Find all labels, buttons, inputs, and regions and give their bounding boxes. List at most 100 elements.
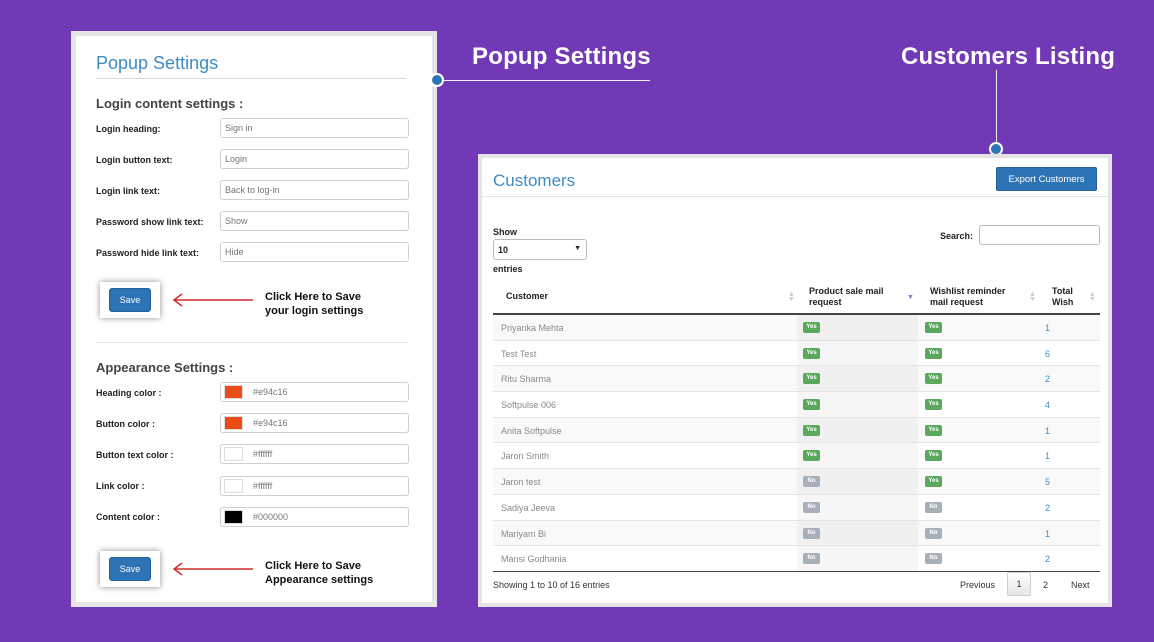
login-save-button[interactable]: Save xyxy=(109,288,151,312)
login-save-hint-line1: Click Here to Save xyxy=(265,291,361,303)
customers-listing-callout: Customers Listing xyxy=(901,43,1116,70)
password-hide-text-input[interactable] xyxy=(220,242,409,262)
appearance-save-hint: Click Here to Save Appearance settings xyxy=(265,559,373,587)
link-color-value: #ffffff xyxy=(253,481,273,491)
password-show-text-input[interactable] xyxy=(220,211,409,231)
sort-icon[interactable]: ▲ ▼ xyxy=(1089,291,1096,303)
total-wish-link[interactable]: 1 xyxy=(1045,425,1051,436)
password-hide-text-label: Password hide link text: xyxy=(96,248,200,258)
button-color-value: #e94c16 xyxy=(253,418,288,428)
login-button-text-input[interactable] xyxy=(220,149,409,169)
entries-per-page-select[interactable]: 10 ▼ xyxy=(493,239,587,260)
entries-label: entries xyxy=(493,264,523,274)
product-sale-header-line1: Product sale mail xyxy=(809,286,884,296)
total-wish-link[interactable]: 5 xyxy=(1045,477,1051,488)
search-input[interactable] xyxy=(979,225,1100,245)
show-label: Show xyxy=(493,227,517,237)
content-color-swatch[interactable] xyxy=(224,510,243,524)
table-row: Softpulse 006 Yes Yes 4 xyxy=(493,392,1100,418)
wishlist-reminder-badge: Yes xyxy=(925,424,942,436)
column-header-wishlist-reminder[interactable]: Wishlist reminder mail request xyxy=(930,286,1005,308)
sort-icon[interactable]: ▲ ▼ xyxy=(788,291,795,303)
next-page-button[interactable]: Next xyxy=(1071,580,1090,590)
heading-color-swatch[interactable] xyxy=(224,385,243,399)
appearance-save-hint-line1: Click Here to Save xyxy=(265,560,361,572)
chevron-down-icon: ▼ xyxy=(574,245,581,252)
wishlist-reminder-badge: No xyxy=(925,553,942,565)
button-color-swatch[interactable] xyxy=(224,416,243,430)
button-text-color-label: Button text color : xyxy=(96,450,174,460)
heading-color-input[interactable]: #e94c16 xyxy=(220,382,409,402)
product-sale-badge: Yes xyxy=(803,450,820,462)
page-1-button[interactable]: 1 xyxy=(1007,572,1031,596)
popup-settings-title: Popup Settings xyxy=(96,53,219,73)
popup-settings-callout: Popup Settings xyxy=(472,43,651,70)
login-save-hint: Click Here to Save your login settings xyxy=(265,290,363,318)
customer-name: Anita Softpulse xyxy=(501,425,562,436)
column-header-product-sale[interactable]: Product sale mail request xyxy=(809,286,884,308)
popup-settings-panel: Popup Settings Login content settings : … xyxy=(71,31,437,607)
sort-desc-icon[interactable]: ▼ xyxy=(907,294,914,301)
password-show-text-label: Password show link text: xyxy=(96,217,204,227)
customers-table-body: Priyanka Mehta Yes Yes 1 Test Test Yes Yes 6 Rit… xyxy=(493,315,1100,572)
column-header-customer[interactable]: Customer xyxy=(506,291,549,301)
total-wish-link[interactable]: 6 xyxy=(1045,348,1051,359)
product-sale-badge: No xyxy=(803,501,820,513)
customer-name: Ritu Sharma xyxy=(501,374,552,385)
customer-name: Mariyam Bi xyxy=(501,528,547,539)
sort-icon[interactable]: ▲ ▼ xyxy=(1029,291,1036,303)
wishlist-reminder-badge: Yes xyxy=(925,347,942,359)
product-sale-badge: Yes xyxy=(803,347,820,359)
wishlist-reminder-badge: Yes xyxy=(925,373,942,385)
table-row: Test Test Yes Yes 6 xyxy=(493,341,1100,367)
link-color-input[interactable]: #ffffff xyxy=(220,476,409,496)
section-divider xyxy=(96,342,409,343)
total-wish-link[interactable]: 1 xyxy=(1045,323,1051,333)
title-divider xyxy=(96,78,406,79)
appearance-section-title: Appearance Settings : xyxy=(96,360,234,375)
total-wish-link[interactable]: 2 xyxy=(1045,502,1051,513)
table-row: Mansi Godhania No No 2 xyxy=(493,546,1100,572)
column-header-total-wish[interactable]: Total Wish xyxy=(1052,286,1073,308)
appearance-save-button[interactable]: Save xyxy=(109,557,151,581)
login-button-text-label: Login button text: xyxy=(96,155,173,165)
login-save-highlight: Save xyxy=(100,282,160,318)
popup-callout-line xyxy=(444,80,650,81)
content-color-value: #000000 xyxy=(253,512,289,522)
total-wish-link[interactable]: 2 xyxy=(1045,554,1051,565)
customers-callout-line xyxy=(996,70,997,144)
total-wish-link[interactable]: 2 xyxy=(1045,374,1051,385)
total-wish-link[interactable]: 1 xyxy=(1045,528,1051,539)
button-text-color-input[interactable]: #ffffff xyxy=(220,444,409,464)
customers-title: Customers xyxy=(493,171,576,190)
customer-name: Mansi Godhania xyxy=(501,554,567,565)
product-sale-badge: No xyxy=(803,553,820,565)
customers-panel: Customers Export Customers Show 10 ▼ ent… xyxy=(478,154,1112,607)
content-color-input[interactable]: #000000 xyxy=(220,507,409,527)
table-header-rule xyxy=(493,313,1100,315)
customer-name: Priyanka Mehta xyxy=(501,323,564,333)
link-color-swatch[interactable] xyxy=(224,479,243,493)
export-customers-button[interactable]: Export Customers xyxy=(996,167,1097,191)
total-wish-link[interactable]: 1 xyxy=(1045,451,1051,462)
customer-name: Jaron Smith xyxy=(501,451,550,462)
wishlist-reminder-badge: Yes xyxy=(925,450,942,462)
search-label: Search: xyxy=(940,231,974,241)
button-color-input[interactable]: #e94c16 xyxy=(220,413,409,433)
table-row: Jaron test No Yes 5 xyxy=(493,469,1100,495)
arrow-left-icon xyxy=(172,562,253,576)
login-link-text-label: Login link text: xyxy=(96,186,160,196)
arrow-left-icon xyxy=(172,293,253,307)
total-wish-header-line1: Total xyxy=(1052,286,1073,296)
total-wish-link[interactable]: 4 xyxy=(1045,400,1051,411)
table-row: Ritu Sharma Yes Yes 2 xyxy=(493,366,1100,393)
previous-page-button[interactable]: Previous xyxy=(960,580,996,590)
button-text-color-swatch[interactable] xyxy=(224,447,243,461)
login-heading-input[interactable] xyxy=(220,118,409,138)
table-row: Mariyam Bi No No 1 xyxy=(493,520,1100,547)
total-wish-header-line2: Wish xyxy=(1052,297,1074,307)
login-link-text-input[interactable] xyxy=(220,180,409,200)
link-color-label: Link color : xyxy=(96,481,145,491)
page-2-button[interactable]: 2 xyxy=(1043,580,1049,590)
customer-name: Jaron test xyxy=(501,477,541,488)
